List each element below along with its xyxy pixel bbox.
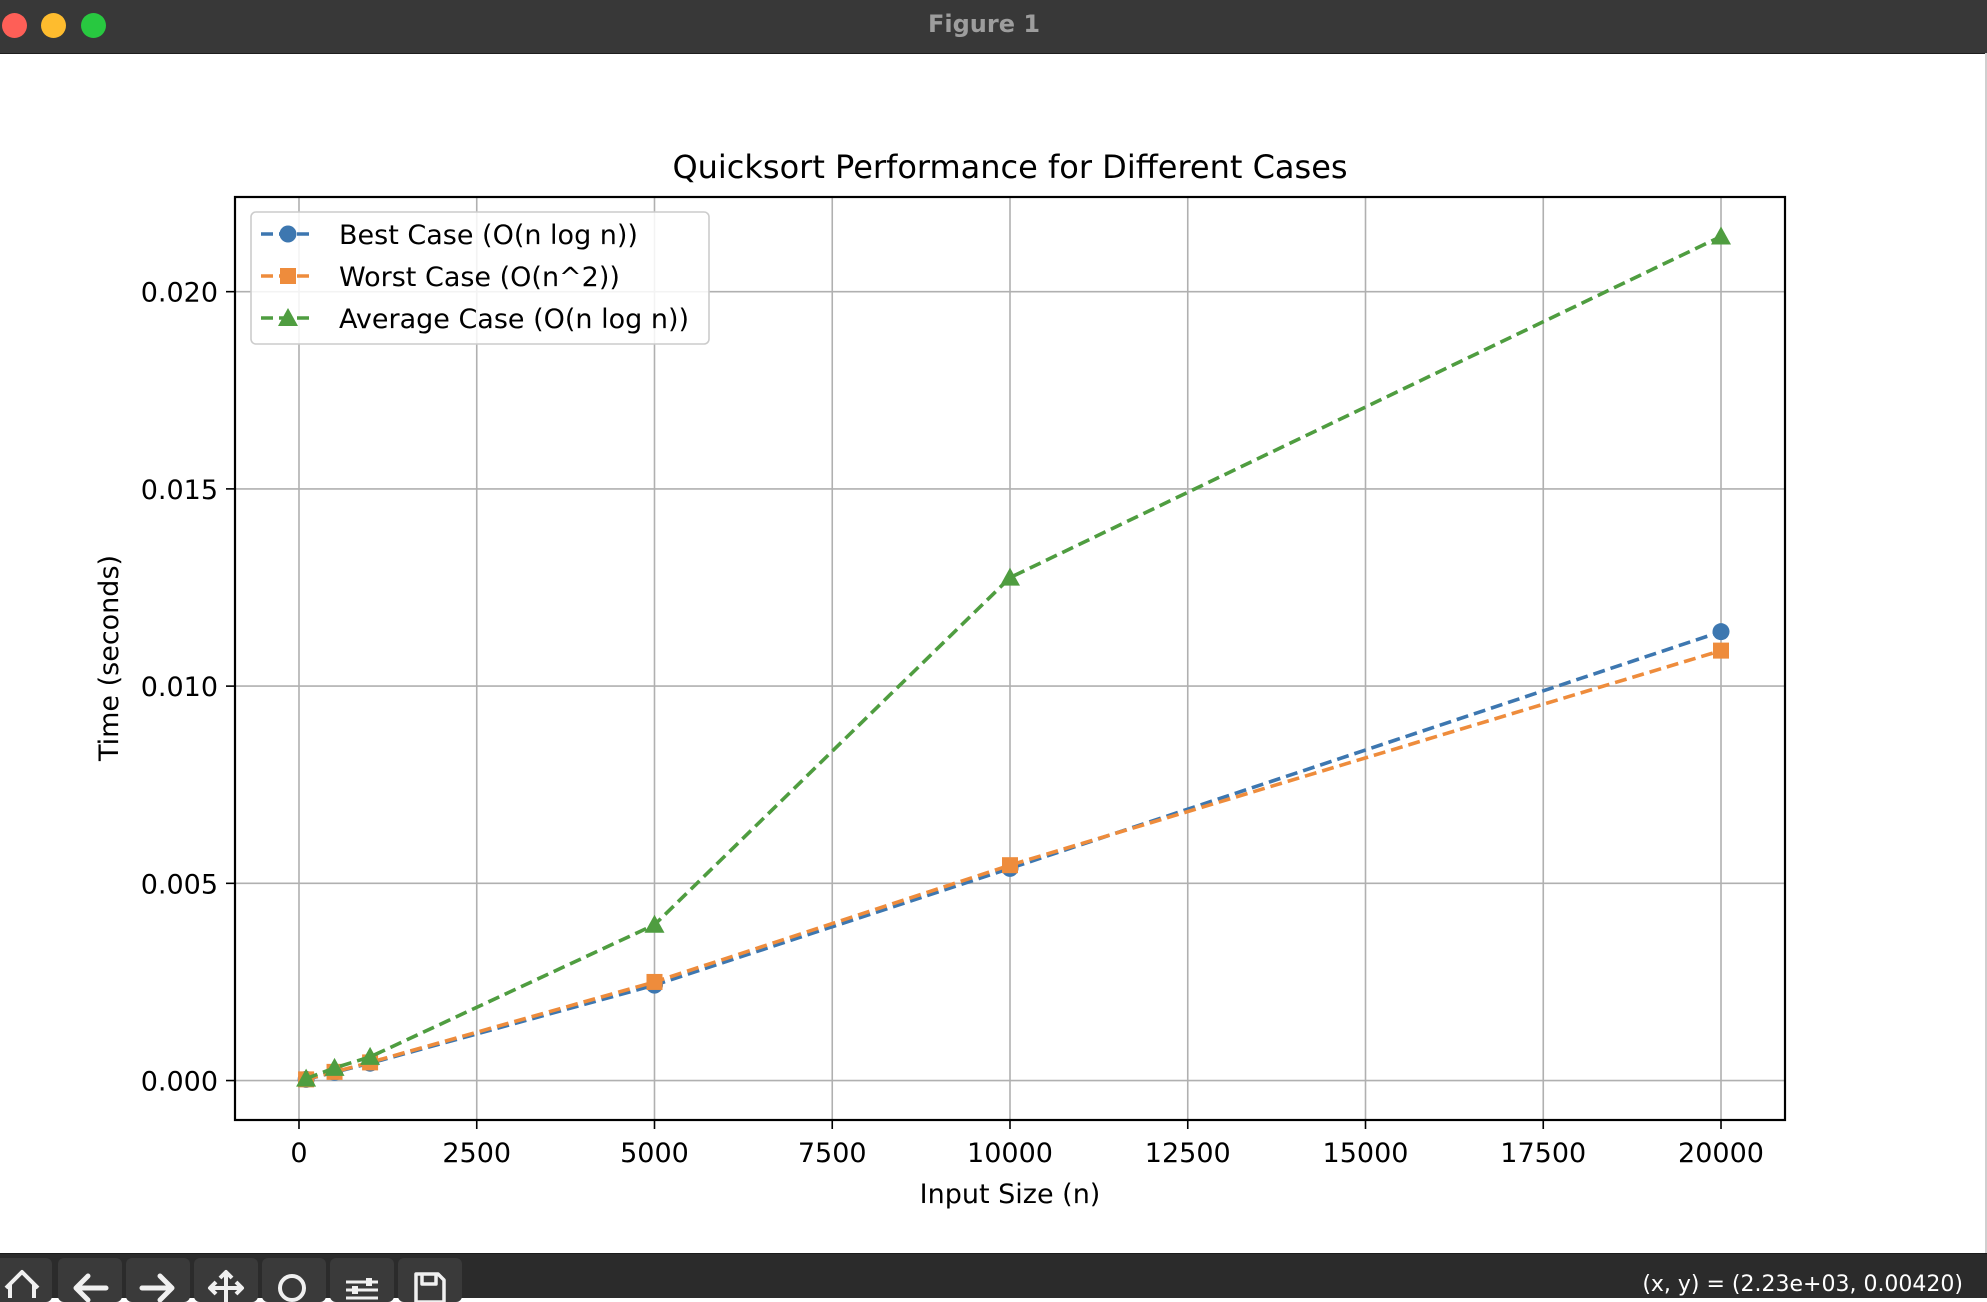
figure-canvas: Quicksort Performance for Different Case…	[94, 148, 1787, 1210]
x-tick-label: 10000	[967, 1138, 1053, 1169]
minimize-window-button[interactable]	[41, 13, 66, 38]
data-point	[360, 1046, 381, 1065]
series-square	[298, 642, 1730, 1088]
data-point	[324, 1057, 345, 1076]
data-point	[1713, 642, 1730, 659]
data-point	[644, 914, 665, 933]
legend-marker	[278, 308, 298, 326]
legend-marker	[279, 225, 297, 243]
legend-frame	[250, 211, 710, 345]
back-arrow-icon	[73, 1273, 109, 1302]
data-point	[1712, 623, 1730, 641]
zoom-icon	[278, 1274, 306, 1302]
y-axis-label: Time (seconds)	[94, 555, 125, 762]
maximize-window-button[interactable]	[81, 13, 106, 38]
x-tick-label: 15000	[1323, 1138, 1409, 1169]
save-icon	[414, 1272, 446, 1302]
window-edge	[1985, 53, 1987, 1253]
x-tick-label: 12500	[1145, 1138, 1231, 1169]
y-tick-label: 0.005	[141, 869, 218, 900]
window-title: Figure 1	[927, 10, 1041, 38]
x-axis-label: Input Size (n)	[920, 1179, 1101, 1210]
close-window-button[interactable]	[2, 13, 27, 38]
y-tick-label: 0.020	[141, 278, 218, 309]
data-point	[1002, 857, 1018, 874]
series-triangle	[296, 226, 1732, 1087]
back-button[interactable]	[58, 1258, 122, 1302]
data-point	[1000, 567, 1020, 586]
y-tick-label: 0.000	[141, 1067, 218, 1098]
chart-title: Quicksort Performance for Different Case…	[672, 148, 1347, 186]
series-line	[305, 629, 1722, 1082]
forward-arrow-icon	[139, 1273, 175, 1302]
x-tick-label: 17500	[1500, 1138, 1586, 1169]
data-point	[646, 973, 663, 990]
cursor-coordinates: (x, y) = (2.23e+03, 0.00420)	[1642, 1272, 1963, 1297]
x-tick-label: 2500	[442, 1138, 511, 1169]
legend-marker	[280, 268, 296, 284]
home-button[interactable]	[0, 1258, 52, 1302]
pan-button[interactable]	[194, 1258, 258, 1302]
save-button[interactable]	[398, 1258, 462, 1302]
configure-subplots-icon	[346, 1278, 378, 1300]
forward-button[interactable]	[126, 1258, 190, 1302]
x-tick-label: 20000	[1678, 1138, 1764, 1169]
configure-subplots-button[interactable]	[330, 1258, 394, 1302]
data-point	[296, 1068, 317, 1087]
pan-icon	[208, 1270, 244, 1302]
series-circle	[297, 623, 1730, 1088]
legend: Best Case (O(n log n)) Worst Case (O(n^2)…	[250, 211, 710, 345]
y-tick-label: 0.015	[141, 475, 218, 506]
data-point	[1711, 226, 1732, 245]
x-tick-label: 0	[290, 1138, 307, 1169]
series-line	[305, 234, 1722, 1081]
x-tick-label: 7500	[798, 1138, 867, 1169]
home-icon	[4, 1270, 40, 1298]
legend-label: Average Case (O(n log n))	[339, 304, 689, 335]
x-tick-label: 5000	[620, 1138, 689, 1169]
navigation-toolbar: (x, y) = (2.23e+03, 0.00420)	[0, 1253, 1987, 1302]
legend-label: Best Case (O(n log n))	[339, 220, 638, 251]
window-titlebar: Figure 1	[0, 0, 1987, 54]
zoom-button[interactable]	[262, 1258, 326, 1302]
y-tick-label: 0.010	[141, 672, 218, 703]
legend-label: Worst Case (O(n^2))	[339, 262, 620, 293]
